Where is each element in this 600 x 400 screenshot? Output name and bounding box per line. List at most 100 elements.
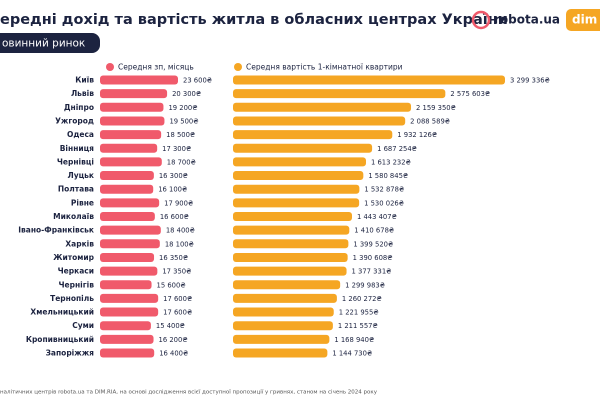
bar [100, 321, 151, 331]
bar [100, 307, 159, 317]
bar [100, 334, 154, 344]
bar [100, 348, 155, 358]
value-label: 20 300₴ [172, 90, 201, 98]
category-label: Хмельницький [30, 308, 94, 317]
value-label: 16 350₴ [159, 254, 188, 262]
value-label: 18 700₴ [167, 158, 196, 166]
bar [233, 89, 446, 99]
value-label: 1 410 678₴ [354, 227, 394, 235]
value-label: 17 300₴ [162, 145, 191, 153]
category-label: Рівне [71, 198, 94, 207]
logo: robota.ua [494, 13, 560, 27]
bar [233, 102, 412, 112]
bar [233, 198, 360, 208]
bar [233, 307, 334, 317]
category-label: Миколаїв [53, 212, 94, 221]
bar [100, 143, 158, 153]
value-label: 1 687 254₴ [377, 145, 417, 153]
bar [233, 116, 406, 126]
footer: налітичних центрів robota.ua та DIM.RIA,… [0, 390, 378, 396]
value-label: 1 168 940₴ [334, 336, 374, 344]
category-label: Запоріжжя [46, 349, 95, 358]
bar [233, 171, 364, 181]
bar [233, 143, 373, 153]
value-label: 1 932 126₴ [397, 131, 437, 139]
value-label: 1 299 983₴ [345, 281, 385, 289]
category-label: Вінниця [60, 144, 94, 153]
bar [233, 252, 348, 262]
bar [100, 198, 160, 208]
category-label: Одеса [67, 130, 94, 139]
value-label: 1 530 026₴ [364, 199, 404, 207]
bar [100, 171, 154, 181]
logo: dim [572, 13, 597, 27]
value-label: 1 260 272₴ [342, 295, 382, 303]
value-label: 16 200₴ [159, 336, 188, 344]
value-label: 17 900₴ [164, 199, 193, 207]
bar [100, 225, 161, 235]
category-label: Івано-Франківськ [18, 226, 94, 235]
value-label: 3 299 336₴ [510, 77, 550, 85]
category-label: Чернігів [58, 280, 94, 289]
bar [233, 239, 349, 249]
bar [100, 130, 162, 140]
value-label: 2 159 350₴ [416, 104, 456, 112]
value-label: 16 400₴ [159, 350, 188, 358]
value-label: 1 211 557₴ [338, 322, 378, 330]
bar [100, 184, 154, 194]
bar [100, 239, 160, 249]
category-label: Дніпро [64, 103, 94, 112]
bar [233, 348, 328, 358]
logo-badge [566, 9, 600, 31]
value-label: 2 088 589₴ [410, 117, 450, 125]
bar [233, 321, 333, 331]
category-label: Кропивницький [26, 335, 94, 344]
bar [100, 266, 158, 276]
value-label: 1 443 407₴ [357, 213, 397, 221]
value-label: 1 532 878₴ [364, 186, 404, 194]
bar [100, 157, 162, 167]
value-label: 16 100₴ [158, 186, 187, 194]
bar [233, 225, 350, 235]
category-label: Черкаси [58, 267, 94, 276]
bar [233, 293, 337, 303]
bar [100, 89, 168, 99]
value-label: 1 613 232₴ [371, 158, 411, 166]
bar [100, 75, 178, 85]
bar [233, 280, 341, 290]
category-label: Тернопіль [50, 294, 94, 303]
bar [100, 280, 152, 290]
bar [100, 102, 164, 112]
category-label: Львів [71, 89, 94, 98]
value-label: 1 580 845₴ [368, 172, 408, 180]
category-label: Луцьк [67, 171, 94, 180]
bar [233, 157, 366, 167]
value-label: 15 400₴ [156, 322, 185, 330]
value-label: 19 500₴ [169, 117, 198, 125]
value-label: 23 600₴ [183, 77, 212, 85]
value-label: 18 500₴ [166, 131, 195, 139]
value-label: 2 575 603₴ [450, 90, 490, 98]
value-label: 15 600₴ [157, 281, 186, 289]
bar [233, 75, 505, 85]
value-label: 19 200₴ [168, 104, 197, 112]
bar [233, 212, 352, 221]
category-label: Київ [75, 76, 94, 85]
legend-icon [106, 63, 114, 71]
bar [233, 266, 347, 276]
logo-icon [471, 10, 491, 30]
bar [100, 116, 165, 126]
category-label: Житомир [53, 253, 94, 262]
value-label: 18 400₴ [166, 227, 195, 235]
bar [233, 334, 330, 344]
subtitle-badge [0, 33, 100, 53]
bar [100, 293, 159, 303]
bar [233, 184, 360, 194]
value-label: 17 600₴ [163, 309, 192, 317]
value-label: 1 377 331₴ [352, 268, 392, 276]
value-label: 17 600₴ [163, 295, 192, 303]
value-label: 16 300₴ [159, 172, 188, 180]
value-label: 18 100₴ [165, 240, 194, 248]
category-label: Ужгород [55, 116, 94, 125]
legend-icon [234, 63, 242, 71]
